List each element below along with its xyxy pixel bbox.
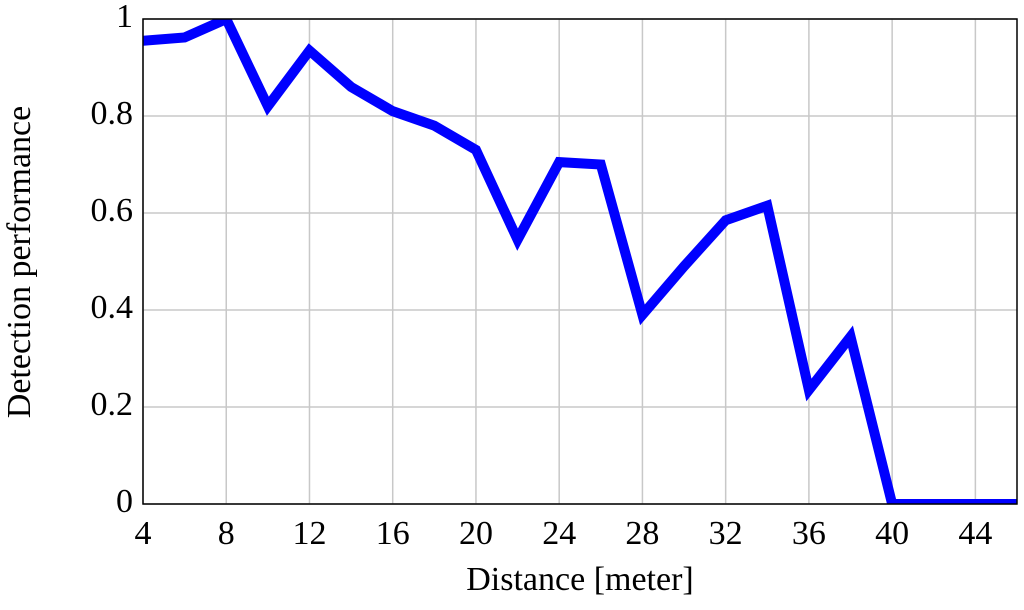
y-tick-label: 0 (116, 483, 133, 520)
x-tick-label: 24 (542, 515, 576, 552)
x-tick-label: 8 (218, 515, 235, 552)
y-tick-label: 0.4 (91, 289, 134, 326)
x-tick-label: 40 (875, 515, 909, 552)
x-tick-label: 28 (625, 515, 659, 552)
x-axis-label: Distance [meter] (466, 561, 694, 598)
data-line (143, 19, 1017, 504)
x-tick-label: 4 (135, 515, 152, 552)
y-tick-label: 0.2 (91, 386, 134, 423)
y-tick-label: 1 (116, 0, 133, 35)
x-tick-label: 20 (459, 515, 493, 552)
x-tick-label: 44 (958, 515, 992, 552)
y-tick-label: 0.6 (91, 192, 134, 229)
y-tick-label: 0.8 (91, 95, 134, 132)
x-tick-label: 32 (709, 515, 743, 552)
x-tick-label: 12 (292, 515, 326, 552)
y-axis-label: Detection performance (1, 106, 38, 418)
x-tick-label: 36 (792, 515, 826, 552)
x-tick-label: 16 (376, 515, 410, 552)
plot-frame (142, 18, 1018, 505)
